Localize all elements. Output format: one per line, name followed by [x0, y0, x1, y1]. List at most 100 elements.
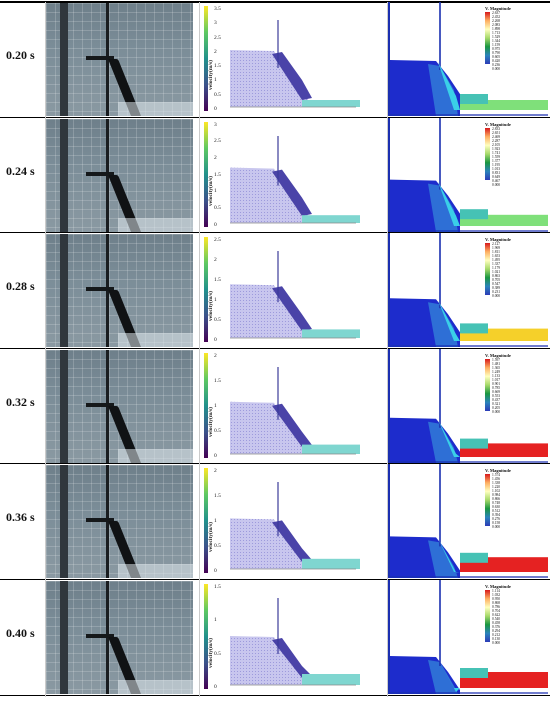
photo-grid [46, 581, 193, 694]
column-divider [45, 2, 46, 697]
contour-svg [388, 464, 548, 579]
contour-tailwater [460, 100, 548, 110]
contour-legend-value: 0.321 [492, 401, 501, 406]
contour-accel-zone [428, 64, 458, 116]
contour-accel-zone [428, 660, 458, 694]
sph-svg [230, 598, 360, 686]
contour-legend-value: 0.748 [492, 501, 501, 506]
sph-water-texture [230, 636, 308, 685]
contour-legend-value: 0.605 [492, 55, 501, 59]
contour-transition [460, 208, 488, 219]
figure-row: 0.32 s velocity(m/s) 2 1.5 1 0.5 0 V. Magnitude… [0, 348, 550, 463]
contour-legend-title: V. Magnitude [485, 237, 511, 243]
contour-legend-value: 0.630 [492, 505, 501, 510]
contour-legend-values: 2.127 1.969 1.811 1.653 1.495 1.337 1.179 1.021… [492, 242, 500, 298]
photo-arm [86, 634, 114, 638]
contour-transition [460, 438, 488, 449]
photo-foam [118, 102, 193, 116]
contour-accel-zone [428, 302, 458, 348]
experiment-photo [46, 118, 193, 232]
contour-legend-value: 1.133 [492, 373, 501, 378]
contour-legend-bar [485, 474, 490, 527]
sph-tailwater [302, 444, 360, 454]
contour-legend-value: 0.437 [492, 397, 501, 402]
colorbar-tick-label: 0.5 [214, 204, 221, 211]
column-divider [199, 2, 200, 697]
contour-legend-value: 1.032 [492, 593, 501, 597]
contour-legend-bar [485, 127, 490, 180]
contour-legend-value: 1.102 [492, 489, 501, 494]
experiment-photo [46, 234, 193, 348]
time-label: 0.36 s [6, 510, 35, 525]
contour-legend-value: 0.158 [492, 521, 501, 526]
colorbar-tick-label: 3 [214, 20, 217, 27]
sph-svg [230, 251, 360, 339]
contour-legend-value: 1.574 [492, 473, 501, 478]
contour-legend-value: 0.786 [492, 605, 501, 609]
contour-svg [388, 117, 548, 232]
contour-svg [388, 348, 548, 463]
photo-rail [60, 234, 68, 348]
sph-jet [272, 403, 312, 447]
row-divider [0, 232, 550, 234]
contour-legend-value: 0.950 [492, 597, 501, 601]
contour-legend-title: V. Magnitude [485, 352, 511, 358]
contour-legend-value: 1.653 [492, 254, 501, 259]
contour-svg [388, 580, 548, 694]
contour-legend-value: 2.469 [492, 134, 501, 139]
colorbar-tick-label: 0.5 [214, 650, 221, 657]
colorbar-tick-label: 2 [214, 48, 217, 55]
photo-arm [86, 518, 114, 523]
contour-tailwater [460, 214, 548, 226]
column-divider [387, 2, 388, 697]
photo-grid [46, 465, 193, 579]
contour-accel-zone [428, 183, 458, 232]
sph-tailwater [302, 674, 360, 685]
contour-legend-value: 0.863 [492, 274, 501, 279]
contour-legend-bar [485, 590, 490, 642]
colorbar-tick-label: 2 [214, 154, 217, 161]
sph-jet [272, 520, 312, 563]
row-divider [0, 463, 550, 465]
time-label: 0.20 s [6, 48, 35, 62]
contour-legend-values: 2.833 2.651 2.469 2.287 2.105 1.923 1.741 1.559… [492, 127, 500, 187]
colorbar-tick-label: 2 [214, 468, 217, 475]
photo-grid [46, 349, 193, 463]
sph-velocity-panel: velocity(m/s) 1.5 1 0.5 0 [200, 580, 360, 694]
sph-tailwater [302, 100, 360, 107]
sph-svg [230, 135, 360, 223]
contour-legend-value: 1.559 [492, 154, 501, 159]
velocity-colorbar [204, 121, 208, 227]
photo-arm [86, 171, 114, 176]
contour-legend-value: 0.000 [492, 525, 501, 530]
contour-legend-value: 0.785 [492, 385, 501, 390]
contour-legend-value: 1.811 [492, 250, 500, 255]
contour-legend-bar [485, 12, 490, 64]
colorbar-tick-label: 1 [214, 188, 217, 195]
photo-foam [118, 564, 193, 579]
sph-water-texture [230, 518, 308, 570]
colorbar-tick-label: 2.5 [214, 138, 221, 145]
colorbar-tick-label: 0.5 [214, 317, 221, 324]
time-label: 0.24 s [6, 163, 35, 178]
contour-jet [438, 62, 460, 110]
colorbar-tick-label: 1 [214, 77, 217, 84]
contour-legend-value: 0.458 [492, 621, 501, 625]
sph-water-texture [230, 50, 308, 107]
contour-legend-value: 0.394 [492, 513, 501, 518]
experiment-photo [46, 349, 193, 463]
velocity-colorbar [204, 352, 208, 458]
sph-jet [272, 52, 312, 100]
contour-legend-value: 2.127 [492, 242, 501, 247]
contour-legend-value: 1.249 [492, 369, 501, 374]
photo-arm [86, 402, 114, 407]
contour-legend-value: 0.130 [492, 637, 501, 641]
contour-legend-value: 1.456 [492, 477, 501, 482]
contour-legend-value: 0.649 [492, 174, 501, 179]
contour-legend-value: 0.000 [492, 294, 501, 299]
colorbar-tick-label: 3 [214, 121, 217, 128]
velocity-colorbar [204, 468, 208, 574]
contour-jet [438, 181, 460, 226]
contour-transition [460, 323, 488, 334]
